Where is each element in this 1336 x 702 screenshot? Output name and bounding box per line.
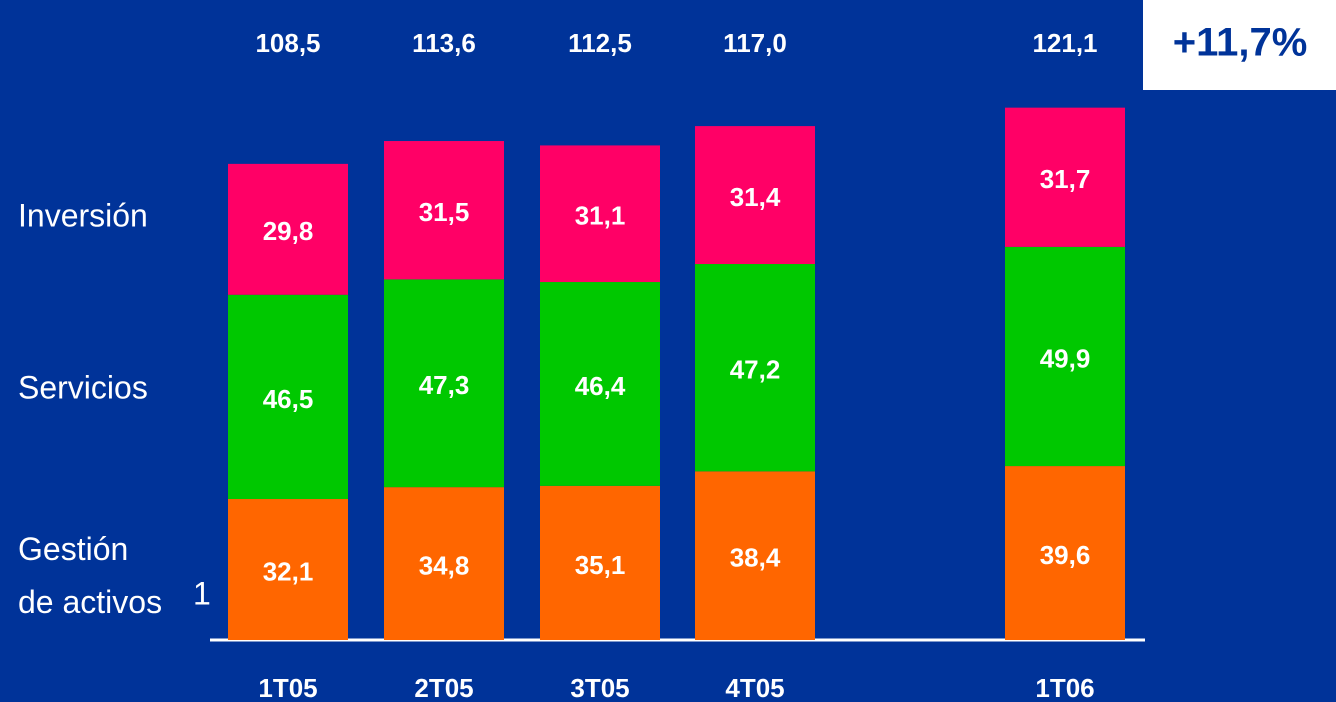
total-label: 113,6	[412, 28, 476, 58]
legend-line: Gestión	[18, 531, 128, 567]
footnote-mark: 1	[193, 575, 211, 611]
bar-segment	[540, 282, 660, 486]
bar-segment	[540, 145, 660, 283]
x-tick-label: 1T06	[1035, 673, 1094, 702]
bar-segment	[384, 279, 504, 488]
value-label: 31,4	[730, 182, 781, 212]
value-label: 34,8	[419, 550, 470, 580]
total-label: 121,1	[1032, 28, 1097, 58]
value-label: 49,9	[1040, 343, 1091, 373]
value-label: 47,2	[730, 355, 781, 385]
value-label: 29,8	[263, 216, 314, 246]
bar-segment	[1005, 246, 1125, 467]
x-tick-label: 4T05	[725, 673, 784, 702]
bar-segment	[695, 471, 815, 640]
value-label: 47,3	[419, 370, 470, 400]
value-label: 46,5	[263, 384, 314, 414]
bar-segment	[695, 126, 815, 265]
legend-label: Servicios	[18, 369, 148, 405]
value-label: 31,1	[575, 201, 626, 231]
growth-annotation: +11,7%	[1173, 21, 1308, 65]
x-tick-label: 2T05	[414, 673, 473, 702]
value-label: 35,1	[575, 550, 626, 580]
bar-segment	[1005, 466, 1125, 640]
bar-segment	[540, 485, 660, 640]
x-tick-label: 3T05	[570, 673, 629, 702]
legend-line: de activos	[18, 584, 162, 620]
value-label: 39,6	[1040, 540, 1091, 570]
total-label: 112,5	[568, 28, 632, 58]
value-label: 46,4	[575, 371, 626, 401]
bar-segment	[228, 163, 348, 295]
bar-segment	[1005, 107, 1125, 247]
x-tick-label: 1T05	[258, 673, 317, 702]
total-label: 117,0	[723, 28, 787, 58]
value-label: 38,4	[730, 543, 781, 573]
value-label: 32,1	[263, 556, 314, 586]
bar-segment	[228, 499, 348, 640]
bar-segment	[384, 141, 504, 280]
legend-label: Gestión de activos	[18, 531, 162, 620]
total-label: 108,5	[255, 28, 320, 58]
annotation-box	[1143, 0, 1336, 90]
value-label: 31,7	[1040, 164, 1091, 194]
value-label: 31,5	[419, 197, 470, 227]
bar-segment	[384, 487, 504, 640]
bar-segment	[228, 294, 348, 500]
bar-segment	[695, 264, 815, 472]
legend-label: Inversión	[18, 197, 148, 233]
